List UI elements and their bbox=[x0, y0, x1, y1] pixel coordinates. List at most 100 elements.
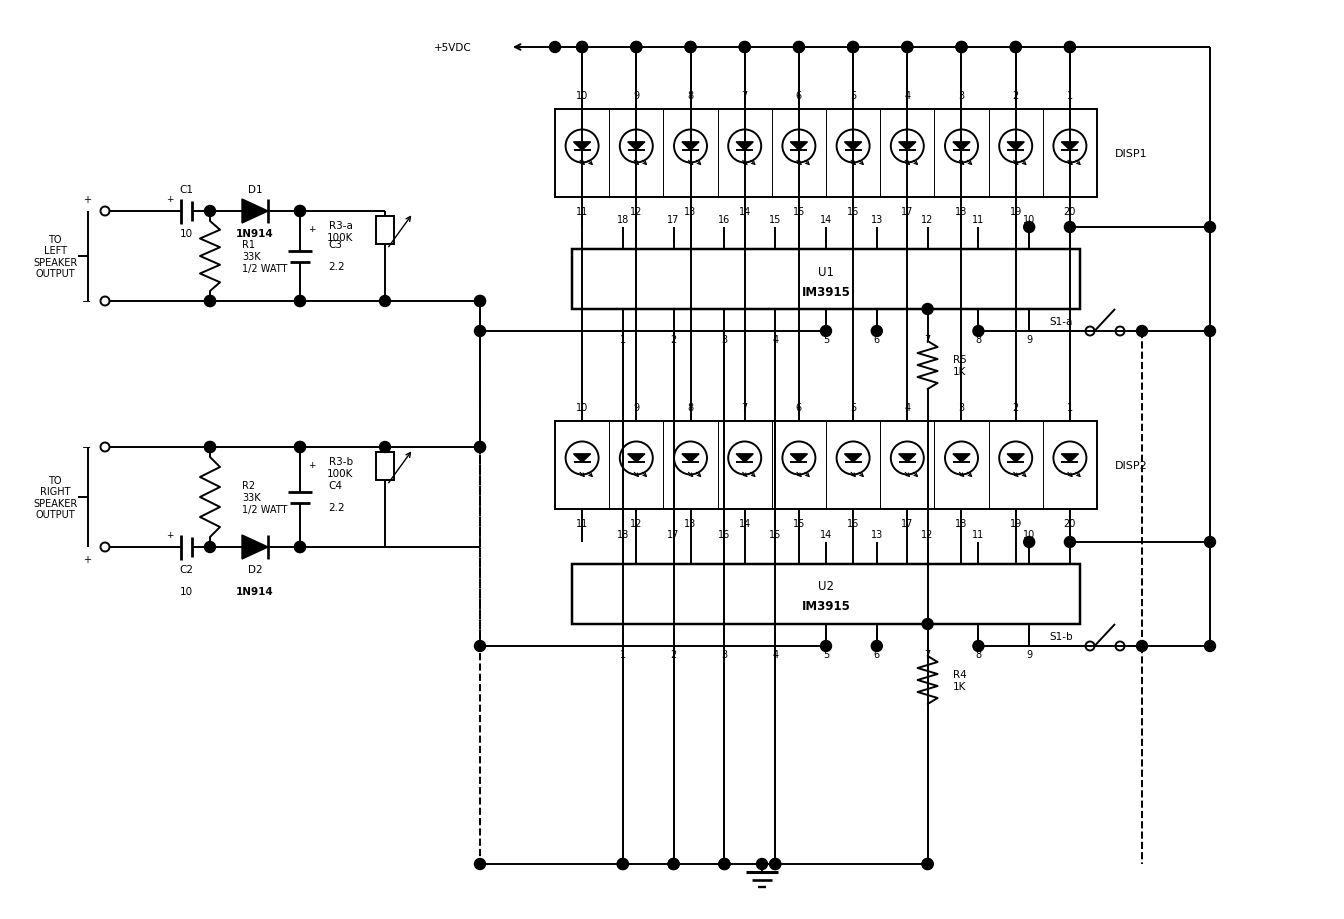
Circle shape bbox=[848, 42, 859, 53]
Circle shape bbox=[902, 42, 913, 53]
Text: 20: 20 bbox=[1063, 207, 1077, 217]
Circle shape bbox=[922, 858, 933, 869]
Circle shape bbox=[922, 858, 933, 869]
Circle shape bbox=[204, 296, 215, 307]
Polygon shape bbox=[1007, 142, 1024, 151]
Circle shape bbox=[1137, 641, 1148, 652]
Text: 16: 16 bbox=[847, 518, 859, 528]
Text: DISP2: DISP2 bbox=[1116, 460, 1148, 471]
Text: 14: 14 bbox=[739, 518, 751, 528]
Text: 16: 16 bbox=[847, 207, 859, 217]
Text: 7: 7 bbox=[742, 403, 747, 413]
Text: S1-b: S1-b bbox=[1050, 631, 1073, 641]
Text: +: + bbox=[83, 195, 91, 205]
Text: C1: C1 bbox=[179, 185, 194, 195]
Text: D2: D2 bbox=[247, 564, 262, 574]
Text: 18: 18 bbox=[617, 529, 629, 539]
Text: 4: 4 bbox=[905, 403, 910, 413]
Text: 11: 11 bbox=[972, 529, 985, 539]
Text: 2: 2 bbox=[671, 335, 677, 345]
Circle shape bbox=[204, 442, 215, 453]
Text: 19: 19 bbox=[1009, 518, 1021, 528]
Circle shape bbox=[956, 42, 966, 53]
Circle shape bbox=[204, 442, 215, 453]
Text: 10: 10 bbox=[180, 586, 192, 596]
Text: +: + bbox=[167, 194, 173, 203]
Text: 1N914: 1N914 bbox=[237, 229, 274, 239]
Circle shape bbox=[1204, 537, 1215, 548]
Text: 13: 13 bbox=[871, 529, 883, 539]
Polygon shape bbox=[681, 454, 699, 462]
Circle shape bbox=[294, 296, 305, 307]
Circle shape bbox=[1011, 42, 1021, 53]
Polygon shape bbox=[953, 454, 970, 462]
Text: 11: 11 bbox=[577, 518, 589, 528]
Text: 1: 1 bbox=[620, 650, 626, 659]
Circle shape bbox=[550, 42, 560, 53]
Polygon shape bbox=[1062, 142, 1078, 151]
Polygon shape bbox=[844, 142, 862, 151]
Text: 1N914: 1N914 bbox=[237, 586, 274, 596]
Text: 9: 9 bbox=[633, 91, 640, 101]
Text: 4: 4 bbox=[773, 335, 778, 345]
Circle shape bbox=[1064, 42, 1075, 53]
Circle shape bbox=[379, 442, 391, 453]
Circle shape bbox=[474, 296, 485, 307]
Text: 13: 13 bbox=[684, 518, 696, 528]
Circle shape bbox=[630, 42, 642, 53]
Circle shape bbox=[474, 326, 485, 337]
Circle shape bbox=[1064, 42, 1075, 53]
Circle shape bbox=[577, 42, 587, 53]
Text: 19: 19 bbox=[1009, 207, 1021, 217]
Polygon shape bbox=[1062, 454, 1078, 462]
Circle shape bbox=[204, 542, 215, 553]
Circle shape bbox=[617, 858, 628, 869]
Text: R3-a
100K: R3-a 100K bbox=[327, 221, 353, 243]
Text: IM3915: IM3915 bbox=[801, 285, 851, 298]
Text: 15: 15 bbox=[769, 529, 781, 539]
Text: 10: 10 bbox=[577, 403, 589, 413]
Circle shape bbox=[668, 858, 679, 869]
Text: 12: 12 bbox=[922, 215, 934, 225]
Circle shape bbox=[668, 858, 679, 869]
Polygon shape bbox=[574, 454, 590, 462]
Circle shape bbox=[1024, 537, 1035, 548]
Circle shape bbox=[474, 442, 485, 453]
Text: 3: 3 bbox=[722, 335, 727, 345]
Text: 6: 6 bbox=[874, 650, 880, 659]
Circle shape bbox=[902, 42, 913, 53]
Text: 3: 3 bbox=[958, 91, 965, 101]
Text: 1: 1 bbox=[1067, 91, 1073, 101]
Circle shape bbox=[973, 641, 984, 652]
Text: 14: 14 bbox=[820, 529, 832, 539]
Text: 16: 16 bbox=[718, 215, 731, 225]
Text: +: + bbox=[308, 225, 316, 234]
Circle shape bbox=[379, 296, 391, 307]
Text: 3: 3 bbox=[722, 650, 727, 659]
Text: 17: 17 bbox=[900, 207, 914, 217]
Circle shape bbox=[793, 42, 805, 53]
Circle shape bbox=[739, 42, 750, 53]
Text: 10: 10 bbox=[577, 91, 589, 101]
Text: 15: 15 bbox=[769, 215, 781, 225]
Circle shape bbox=[922, 304, 933, 315]
Circle shape bbox=[204, 206, 215, 217]
Text: 11: 11 bbox=[577, 207, 589, 217]
Text: 7: 7 bbox=[925, 650, 931, 659]
Text: 1: 1 bbox=[1067, 403, 1073, 413]
Circle shape bbox=[922, 618, 933, 630]
Circle shape bbox=[294, 296, 305, 307]
Bar bbox=[555, 110, 1097, 198]
Text: −: − bbox=[82, 443, 91, 452]
Circle shape bbox=[294, 206, 305, 217]
Circle shape bbox=[1204, 641, 1215, 652]
Text: +5VDC: +5VDC bbox=[434, 43, 472, 53]
Text: 15: 15 bbox=[793, 518, 805, 528]
Text: 8: 8 bbox=[976, 650, 981, 659]
Circle shape bbox=[820, 641, 832, 652]
Text: 2: 2 bbox=[1012, 91, 1019, 101]
Circle shape bbox=[294, 442, 305, 453]
Text: 18: 18 bbox=[617, 215, 629, 225]
Circle shape bbox=[1204, 222, 1215, 233]
Text: 12: 12 bbox=[630, 518, 642, 528]
